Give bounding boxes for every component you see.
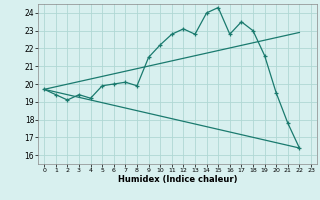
X-axis label: Humidex (Indice chaleur): Humidex (Indice chaleur) xyxy=(118,175,237,184)
